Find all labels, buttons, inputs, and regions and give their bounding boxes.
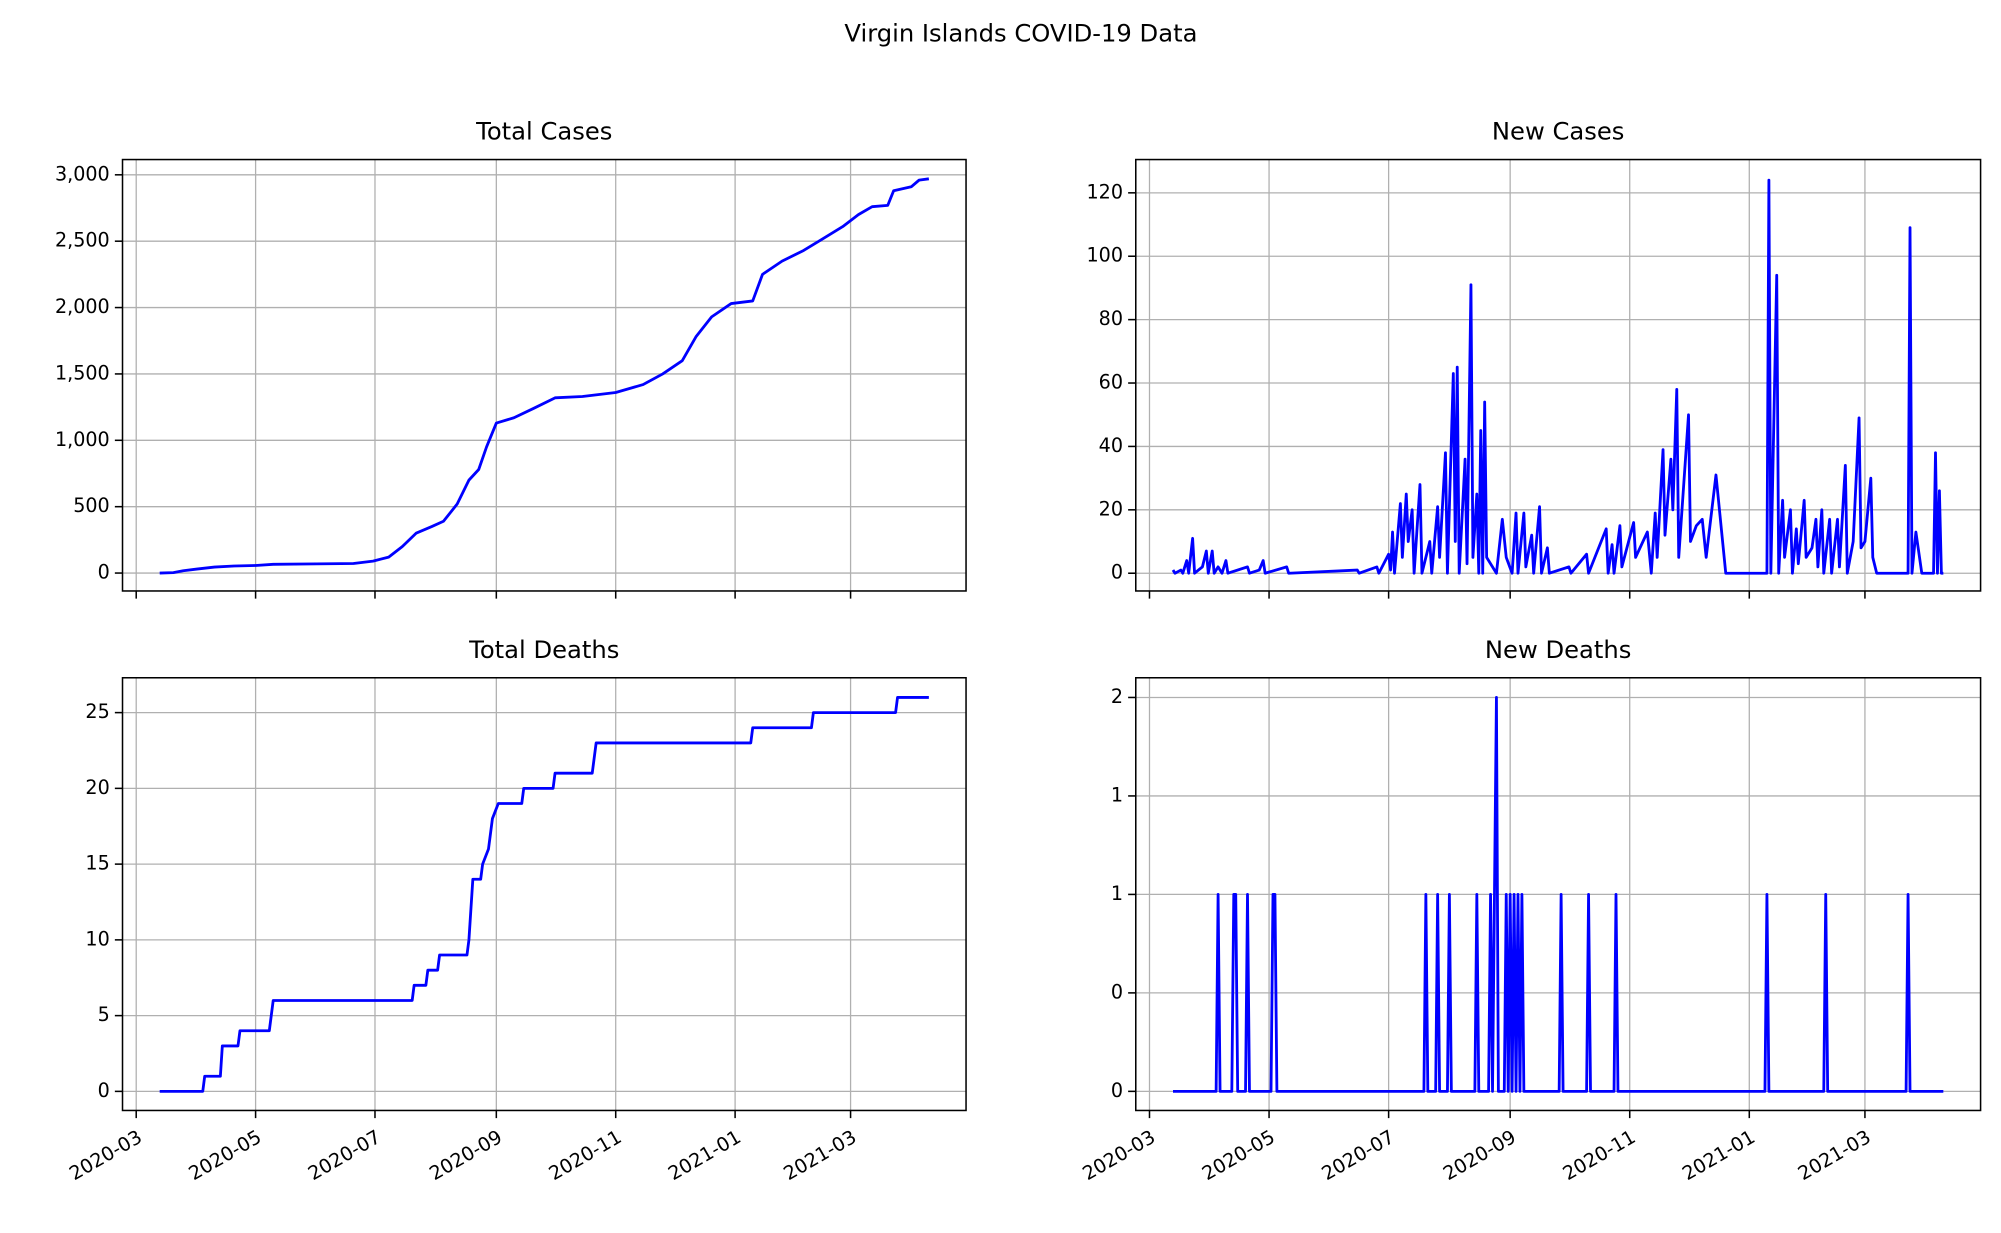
subplot: Total Cases 0 500 1,000 1,500 2,000 2,500 3,000 — [55, 117, 967, 599]
y-tick-label: 20 — [85, 776, 109, 799]
subplot-title: New Cases — [1492, 117, 1624, 146]
y-tick-label: 0 — [1111, 561, 1123, 584]
y-tick-label: 100 — [1086, 244, 1123, 267]
y-tick-label: 2,500 — [55, 229, 110, 252]
subplot-title: Total Deaths — [468, 635, 619, 664]
subplot-title: New Deaths — [1485, 635, 1631, 664]
data-line — [159, 696, 929, 1093]
y-tick-label: 120 — [1086, 180, 1123, 203]
subplot-title: Total Cases — [475, 117, 612, 146]
y-tick-label: 500 — [73, 494, 110, 517]
y-tick-label: 80 — [1099, 307, 1123, 330]
y-tick-label: 3,000 — [55, 162, 110, 185]
y-tick-label: 0 — [1111, 1079, 1123, 1102]
y-tick-label: 1 — [1111, 783, 1123, 806]
subplot: New Cases 0 20 40 60 80 100 120 — [1086, 117, 1982, 599]
y-tick-label: 20 — [1099, 497, 1123, 520]
y-tick-label: 1,500 — [55, 361, 110, 384]
y-tick-label: 1 — [1111, 882, 1123, 905]
y-tick-label: 0 — [98, 1079, 110, 1102]
y-tick-label: 25 — [85, 700, 109, 723]
axes-frame — [1135, 158, 1982, 592]
y-tick-label: 0 — [98, 561, 110, 584]
y-tick-label: 60 — [1099, 371, 1123, 394]
y-tick-label: 40 — [1099, 434, 1123, 457]
axes-frame — [1135, 677, 1982, 1112]
y-tick-label: 2,000 — [55, 295, 110, 318]
data-line — [1173, 696, 1944, 1093]
axes-frame — [121, 158, 967, 592]
y-tick-label: 1,000 — [55, 428, 110, 451]
y-tick-label: 2 — [1111, 685, 1123, 708]
y-tick-label: 5 — [98, 1003, 110, 1026]
data-line — [1171, 178, 1944, 575]
figure-title: Virgin Islands COVID-19 Data — [844, 18, 1197, 47]
y-tick-label: 15 — [85, 852, 109, 875]
y-tick-label: 0 — [1111, 980, 1123, 1003]
axes-frame — [121, 677, 967, 1112]
y-tick-label: 10 — [85, 927, 109, 950]
data-line — [159, 177, 930, 575]
